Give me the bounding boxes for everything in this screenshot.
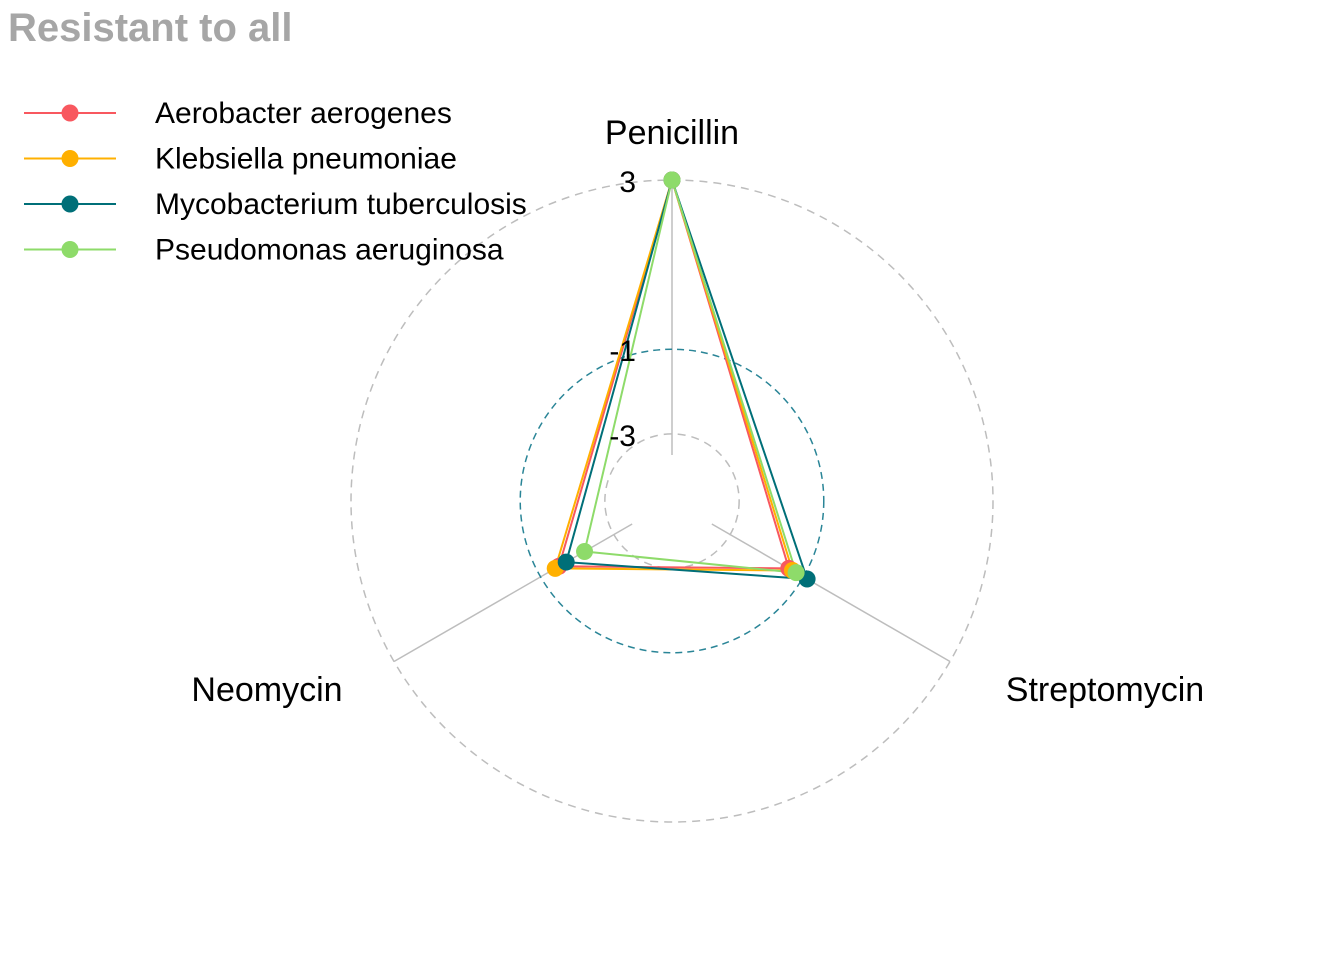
data-point [557,553,575,571]
series-layer [546,171,816,588]
legend-label: Mycobacterium tuberculosis [155,188,527,221]
data-point [663,171,681,189]
legend-label: Aerobacter aerogenes [155,97,452,130]
data-point [576,543,594,560]
label-layer: -3 -1 3 Penicillin Streptomycin Neomycin [191,114,1204,709]
series-line [583,176,798,574]
grid-label: -1 [609,335,636,368]
grid-layer [350,179,994,823]
axis-label: Streptomycin [1006,671,1204,709]
grid-circle [519,348,825,654]
legend-marker [61,241,79,258]
axis-label: Neomycin [191,671,342,709]
data-point [787,564,805,582]
axis-label: Penicillin [605,114,739,152]
legend-marker [61,150,79,167]
axis-spoke [393,523,633,663]
chart-title: Resistant to all [8,6,293,50]
series-line [557,176,791,570]
legend-label: Pseudomonas aeruginosa [155,234,504,267]
legend-marker [61,195,79,213]
legend-label: Klebsiella pneumoniae [155,143,457,176]
axis-spoke [711,523,951,663]
grid-label: 3 [619,166,636,199]
legend: Aerobacter aerogenes Klebsiella pneumonia… [24,97,527,267]
legend-marker [61,104,79,122]
grid-label: -3 [609,420,636,453]
series-line [564,176,809,581]
